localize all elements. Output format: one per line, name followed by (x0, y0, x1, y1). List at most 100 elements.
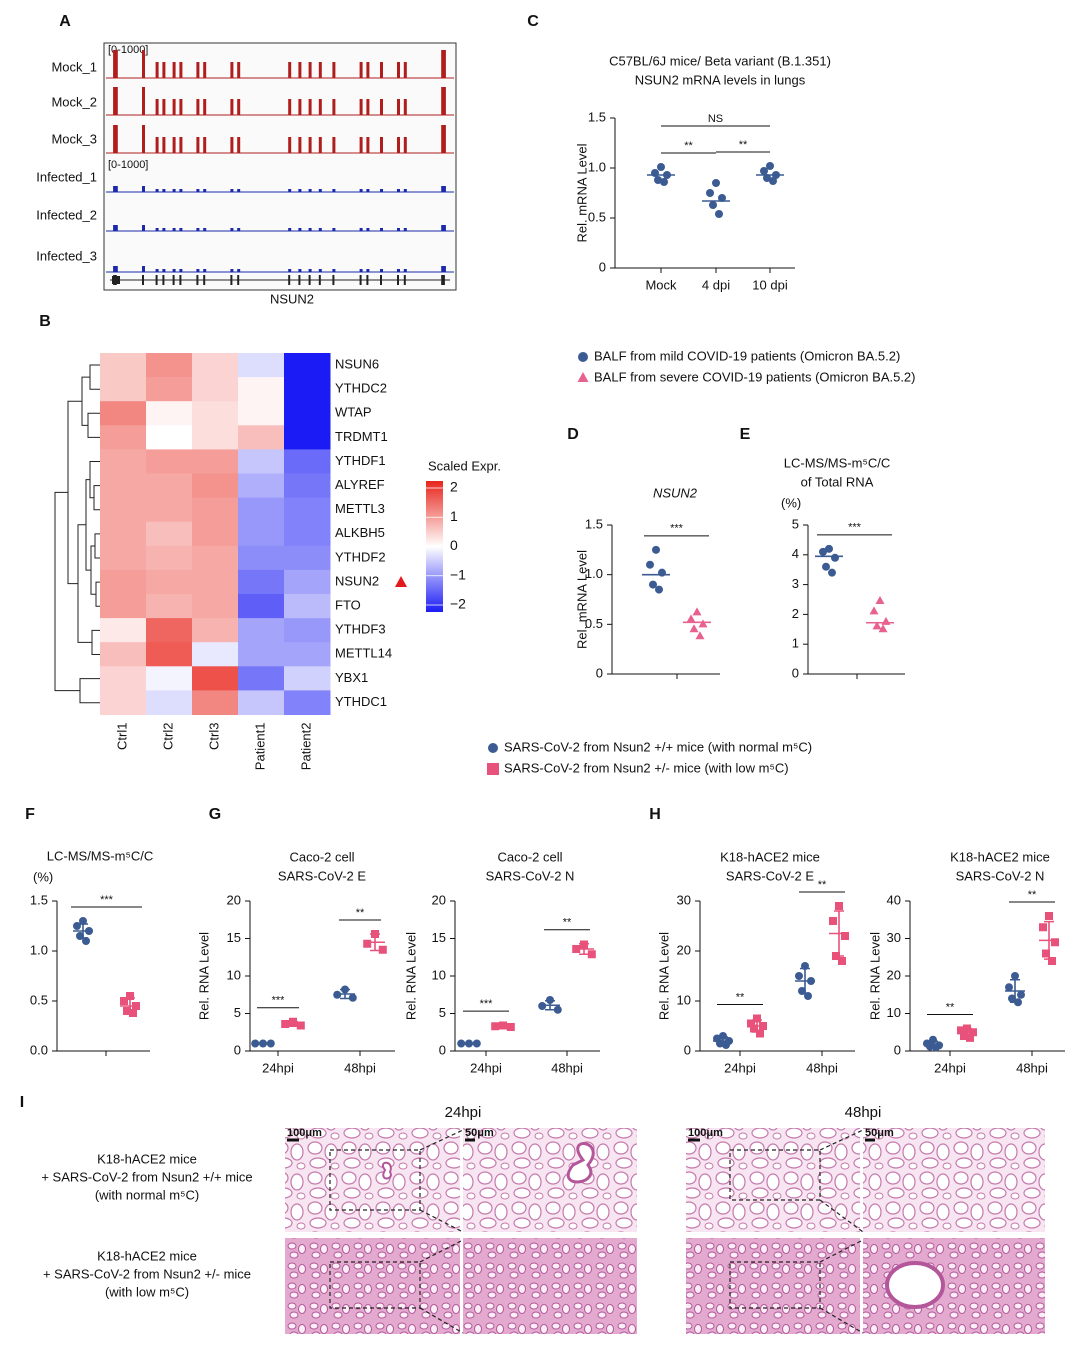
heatmap-cell (192, 666, 239, 691)
track-peak (380, 228, 383, 231)
track-peak (179, 137, 183, 153)
heatmap-cell (238, 353, 285, 378)
heatmap-cell (100, 545, 147, 571)
track-peak (380, 99, 383, 115)
data-point (838, 957, 846, 965)
row-label: K18-hACE2 mice (97, 1248, 197, 1263)
heatmap-cell (238, 497, 285, 523)
data-point (841, 932, 849, 940)
track-peak (155, 269, 159, 272)
panel-label: I (20, 1094, 24, 1111)
x-tick-label: 10 dpi (752, 277, 788, 292)
heatmap-cell (100, 690, 147, 715)
y-tick-label: 4 (792, 546, 799, 561)
y-tick-label: 0 (234, 1042, 241, 1057)
track-peak (142, 266, 145, 272)
gene-exon (113, 275, 116, 285)
x-tick-label: Mock (645, 277, 677, 292)
heatmap-cell (284, 425, 331, 450)
track-peak (298, 189, 302, 192)
data-point (655, 585, 663, 594)
y-tick-label: 1.5 (588, 109, 606, 124)
row-label: (with normal m⁵C) (95, 1187, 199, 1202)
heatmap-cell (100, 618, 147, 643)
track-peak (441, 225, 445, 231)
chart-title: SARS-CoV-2 N (486, 868, 575, 883)
data-point (872, 621, 882, 630)
scale-label: [0-1000] (108, 44, 148, 56)
significance-label: *** (100, 894, 114, 906)
y-tick-label: 20 (227, 892, 241, 907)
gene-label: NSUN2 (270, 291, 314, 306)
data-point (129, 1009, 137, 1017)
track-peak (162, 228, 166, 231)
track-peak (366, 99, 370, 115)
heatmap-cell (284, 473, 331, 499)
y-axis-label: Rel. RNA Level (656, 932, 671, 1020)
track-peak (441, 186, 445, 192)
legend-label: BALF from mild COVID-19 patients (Omicro… (594, 348, 900, 363)
heatmap-cell (284, 377, 331, 402)
track-peak (288, 189, 292, 192)
heatmap-cell (192, 377, 239, 402)
track-peak (114, 50, 118, 78)
track-peak (142, 87, 145, 115)
colorbar-tick-label: 1 (450, 508, 458, 524)
track-peak (332, 269, 336, 272)
track-peak (230, 189, 234, 192)
heatmap-cell (284, 666, 331, 691)
track-peak (318, 189, 322, 192)
track-peak (318, 62, 322, 78)
heatmap-cell (100, 401, 147, 426)
x-tick-label: 24hpi (470, 1060, 502, 1075)
y-tick-label: 0.5 (585, 616, 603, 631)
heatmap-cell (100, 449, 147, 474)
data-point (123, 1007, 131, 1015)
y-tick-label: 5 (439, 1005, 446, 1020)
track-peak (403, 189, 407, 192)
data-point (660, 178, 668, 186)
gene-exon (397, 275, 399, 285)
gene-exon (442, 275, 445, 285)
column-label: Ctrl1 (114, 723, 129, 750)
data-point (719, 1032, 727, 1040)
heatmap-cell (146, 497, 193, 523)
y-tick-label: 1 (792, 636, 799, 651)
track-peak (318, 137, 322, 153)
row-label: WTAP (335, 405, 372, 420)
track-peak (442, 186, 446, 192)
chart-title: SARS-CoV-2 N (956, 868, 1045, 883)
track-peak (359, 62, 363, 78)
chart-title: NSUN2 mRNA levels in lungs (635, 72, 806, 87)
track-peak (203, 189, 207, 192)
track-peak (114, 266, 118, 272)
track-peak (442, 225, 446, 231)
significance-label: ** (563, 917, 572, 929)
data-point (126, 992, 134, 1000)
track-peak (298, 228, 302, 231)
y-tick-label: 10 (227, 967, 241, 982)
track-peak (366, 62, 370, 78)
y-tick-label: 10 (887, 1005, 901, 1020)
legend-label: BALF from severe COVID-19 patients (Omic… (594, 369, 916, 384)
data-point (587, 950, 596, 959)
heatmap-cell (284, 449, 331, 474)
heatmap-cell (146, 521, 193, 547)
heatmap-cell (284, 353, 331, 378)
track-peak (318, 228, 322, 231)
track-peak (308, 99, 312, 115)
track-peak (142, 125, 145, 153)
data-point (120, 997, 128, 1005)
track-peak (203, 137, 207, 153)
time-point-label: 48hpi (845, 1104, 882, 1121)
track-peak (332, 228, 336, 231)
track-label: Infected_1 (36, 169, 97, 184)
significance-label: *** (272, 995, 286, 1007)
track-peak (162, 99, 166, 115)
track-peak (196, 62, 200, 78)
y-tick-label: 1.5 (585, 516, 603, 531)
track-peak (237, 269, 241, 272)
error-bar (459, 1042, 479, 1045)
track-peak (230, 269, 234, 272)
track-label: Mock_2 (51, 94, 97, 109)
